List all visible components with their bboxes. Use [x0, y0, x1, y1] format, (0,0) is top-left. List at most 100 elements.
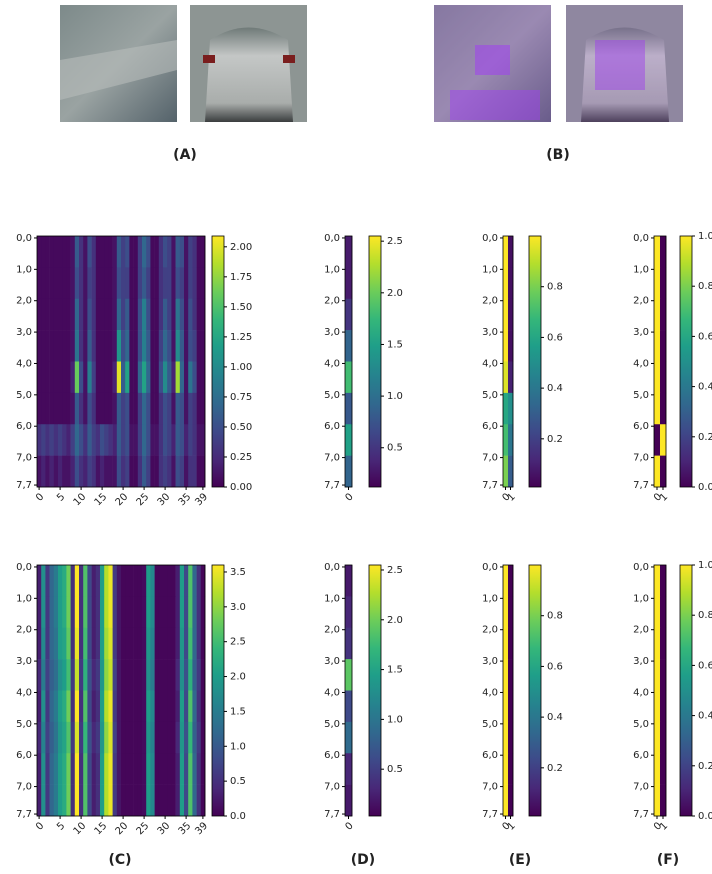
- heatmap-cell: [197, 596, 202, 628]
- colorbar: [212, 236, 224, 487]
- y-tick-label: 7,0: [633, 782, 649, 793]
- heatmap-cell: [117, 596, 122, 628]
- heatmap-cell: [654, 691, 660, 723]
- heatmap-cell: [129, 330, 134, 362]
- heatmap-cell: [125, 753, 130, 785]
- heatmap-cell: [58, 267, 63, 299]
- heatmap-cell: [171, 596, 176, 628]
- heatmap-cell: [121, 722, 126, 754]
- colorbar-tick-label: 0.00: [230, 482, 252, 493]
- colorbar-tick-label: 0.8: [698, 281, 712, 292]
- heatmap-cell: [96, 393, 101, 425]
- heatmap-cell: [121, 362, 126, 394]
- heatmap-cell: [37, 456, 42, 488]
- heatmap-cell: [104, 785, 109, 817]
- heatmap-cell: [345, 267, 352, 299]
- colorbar-tick-label: 0.5: [230, 776, 246, 787]
- heatmap-cell: [54, 628, 59, 660]
- heatmap-cell: [79, 691, 84, 723]
- heatmap-cell: [171, 330, 176, 362]
- heatmap-cell: [197, 628, 202, 660]
- tail-light: [203, 55, 215, 63]
- heatmap-cell: [125, 785, 130, 817]
- heatmap-cell: [66, 299, 71, 331]
- y-tick-label: 7,0: [16, 453, 32, 464]
- heatmap-cell: [184, 362, 189, 394]
- colorbar-tick-label: 2.0: [230, 672, 246, 683]
- x-tick-label: 25: [135, 820, 152, 837]
- heatmap-cell: [129, 236, 134, 268]
- y-tick-label: 6,0: [482, 750, 498, 761]
- heatmap-cell: [159, 628, 164, 660]
- heatmap-cell: [180, 753, 185, 785]
- heatmap-cell: [654, 330, 660, 362]
- heatmap-cell: [176, 753, 181, 785]
- colorbar-tick-label: 0.4: [547, 383, 563, 394]
- heatmap-cell: [167, 267, 172, 299]
- y-tick-label: 6,0: [16, 750, 32, 761]
- heatmap-cell: [108, 424, 113, 456]
- heatmap-cell: [654, 659, 660, 691]
- heatmap-cell: [155, 424, 160, 456]
- heatmap-cell: [180, 565, 185, 597]
- colorbar-tick-label: 3.0: [230, 602, 246, 613]
- y-tick-label: 5,0: [482, 390, 498, 401]
- y-tick-label: 0,0: [16, 562, 32, 573]
- heatmap-cell: [87, 691, 92, 723]
- heatmap-cell: [83, 362, 88, 394]
- overlay: [450, 90, 540, 120]
- heatmap-cell: [71, 456, 76, 488]
- heatmap-cell: [113, 659, 118, 691]
- heatmap-cell: [503, 267, 508, 299]
- heatmap-cell: [79, 362, 84, 394]
- y-tick-label: 1,0: [482, 593, 498, 604]
- heatmap-cell: [125, 691, 130, 723]
- colorbar: [680, 236, 692, 487]
- heatmap-cell: [134, 362, 139, 394]
- heatmap-cell: [197, 753, 202, 785]
- heatmap-cell: [121, 753, 126, 785]
- heatmap-cell: [79, 456, 84, 488]
- heatmap-cell: [129, 267, 134, 299]
- heatmap-cell: [134, 456, 139, 488]
- heatmap-cell: [188, 785, 193, 817]
- y-tick-label: 2,0: [482, 296, 498, 307]
- heatmap-cell: [159, 236, 164, 268]
- heatmap-cell: [117, 299, 122, 331]
- heatmap-cell: [125, 565, 130, 597]
- heatmap-cell: [66, 267, 71, 299]
- y-tick-label: 6,0: [324, 421, 340, 432]
- heatmap-cell: [71, 299, 76, 331]
- heatmap-cell: [146, 456, 151, 488]
- heatmap-cell: [345, 393, 352, 425]
- heatmap-cell: [62, 722, 66, 754]
- heatmap-cell: [134, 330, 139, 362]
- heatmap-cell: [197, 362, 202, 394]
- y-tick-label: 1,0: [16, 593, 32, 604]
- heatmap-cell: [163, 236, 168, 268]
- heatmap-cell: [167, 628, 172, 660]
- heatmap-cell: [150, 628, 155, 660]
- heatmap-cell: [150, 330, 155, 362]
- heatmap-cell: [71, 330, 76, 362]
- heatmap-cell: [192, 456, 197, 488]
- heatmap-cell: [129, 722, 134, 754]
- heatmap-cell: [176, 330, 181, 362]
- heatmap-cell: [159, 691, 164, 723]
- heatmap-cell: [79, 236, 84, 268]
- y-tick-label: 3,0: [482, 656, 498, 667]
- heatmap-cell: [37, 722, 42, 754]
- heatmap-cell: [134, 236, 139, 268]
- heatmap-cell: [197, 659, 202, 691]
- y-tick-label: 0,0: [482, 233, 498, 244]
- heatmap-cell: [100, 456, 105, 488]
- heatmap-cell: [167, 691, 172, 723]
- heatmap-cell: [503, 565, 508, 597]
- heatmap-cell: [50, 424, 55, 456]
- heatmap-cell: [41, 628, 46, 660]
- heatmap-cell: [117, 659, 122, 691]
- colorbar: [212, 565, 224, 816]
- panel-label: (D): [351, 852, 375, 868]
- heatmap-cell: [146, 299, 151, 331]
- heatmap-cell: [345, 565, 352, 597]
